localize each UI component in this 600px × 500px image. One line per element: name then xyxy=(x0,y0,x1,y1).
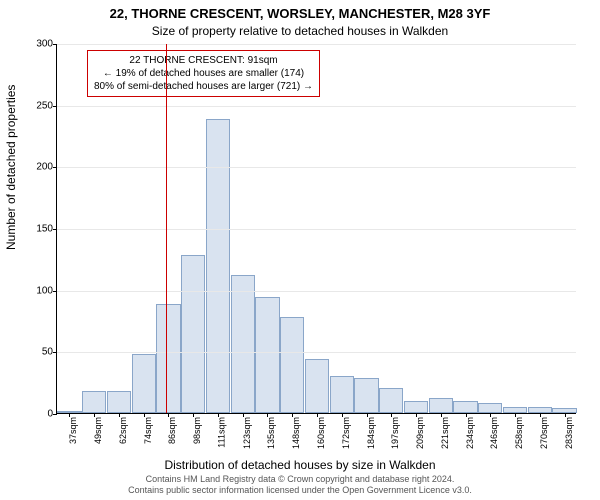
histogram-bar xyxy=(478,403,502,413)
infobox-line3: 80% of semi-detached houses are larger (… xyxy=(94,80,313,93)
chart-subtitle: Size of property relative to detached ho… xyxy=(0,24,600,38)
ytick-label: 250 xyxy=(36,100,53,111)
xtick-label: 160sqm xyxy=(316,417,326,449)
histogram-bar xyxy=(206,119,230,413)
gridline xyxy=(57,44,576,45)
xtick-label: 283sqm xyxy=(564,417,574,449)
xtick-label: 172sqm xyxy=(341,417,351,449)
histogram-bar xyxy=(231,275,255,413)
ytick-mark xyxy=(53,291,57,292)
histogram-bar xyxy=(132,354,156,413)
xtick-label: 123sqm xyxy=(242,417,252,449)
histogram-bar xyxy=(404,401,428,413)
gridline xyxy=(57,352,576,353)
histogram-bar xyxy=(429,398,453,413)
histogram-bar xyxy=(330,376,354,413)
ytick-mark xyxy=(53,352,57,353)
xtick-label: 148sqm xyxy=(291,417,301,449)
xtick-label: 86sqm xyxy=(167,417,177,444)
xtick-label: 258sqm xyxy=(514,417,524,449)
histogram-bar xyxy=(305,359,329,413)
ytick-mark xyxy=(53,167,57,168)
chart-footer: Contains HM Land Registry data © Crown c… xyxy=(0,474,600,496)
xtick-label: 184sqm xyxy=(366,417,376,449)
infobox-line1: 22 THORNE CRESCENT: 91sqm xyxy=(94,54,313,67)
gridline xyxy=(57,291,576,292)
gridline xyxy=(57,167,576,168)
xtick-label: 111sqm xyxy=(217,417,227,448)
ytick-label: 0 xyxy=(47,409,53,420)
ytick-label: 300 xyxy=(36,39,53,50)
histogram-bar xyxy=(156,304,180,413)
xtick-label: 270sqm xyxy=(539,417,549,449)
xtick-label: 135sqm xyxy=(266,417,276,449)
histogram-bar xyxy=(453,401,477,413)
histogram-bar xyxy=(82,391,106,413)
ytick-label: 100 xyxy=(36,285,53,296)
ytick-label: 50 xyxy=(42,347,53,358)
ytick-mark xyxy=(53,44,57,45)
xtick-label: 209sqm xyxy=(415,417,425,449)
ytick-mark xyxy=(53,229,57,230)
infobox-line2: ← 19% of detached houses are smaller (17… xyxy=(94,67,313,80)
ytick-mark xyxy=(53,414,57,415)
property-size-histogram: 22, THORNE CRESCENT, WORSLEY, MANCHESTER… xyxy=(0,0,600,500)
ytick-label: 150 xyxy=(36,224,53,235)
xtick-label: 49sqm xyxy=(93,417,103,444)
ytick-mark xyxy=(53,106,57,107)
histogram-bar xyxy=(255,297,279,413)
xtick-label: 98sqm xyxy=(192,417,202,444)
property-marker-infobox: 22 THORNE CRESCENT: 91sqm ← 19% of detac… xyxy=(87,50,320,97)
xtick-label: 37sqm xyxy=(68,417,78,444)
histogram-bar xyxy=(354,378,378,413)
footer-line2: Contains public sector information licen… xyxy=(0,485,600,496)
footer-line1: Contains HM Land Registry data © Crown c… xyxy=(0,474,600,485)
property-marker-line xyxy=(166,44,167,413)
histogram-bar xyxy=(107,391,131,413)
plot-area: 22 THORNE CRESCENT: 91sqm ← 19% of detac… xyxy=(56,44,576,414)
xtick-label: 221sqm xyxy=(440,417,450,449)
ytick-label: 200 xyxy=(36,162,53,173)
gridline xyxy=(57,229,576,230)
chart-title-address: 22, THORNE CRESCENT, WORSLEY, MANCHESTER… xyxy=(0,6,600,21)
histogram-bar xyxy=(181,255,205,413)
xtick-label: 74sqm xyxy=(143,417,153,444)
x-axis-label: Distribution of detached houses by size … xyxy=(0,458,600,472)
xtick-label: 62sqm xyxy=(118,417,128,444)
gridline xyxy=(57,106,576,107)
xtick-label: 246sqm xyxy=(489,417,499,449)
histogram-bar xyxy=(379,388,403,413)
y-axis-label: Number of detached properties xyxy=(4,85,18,250)
xtick-label: 234sqm xyxy=(465,417,475,449)
xtick-label: 197sqm xyxy=(390,417,400,449)
histogram-bar xyxy=(280,317,304,413)
